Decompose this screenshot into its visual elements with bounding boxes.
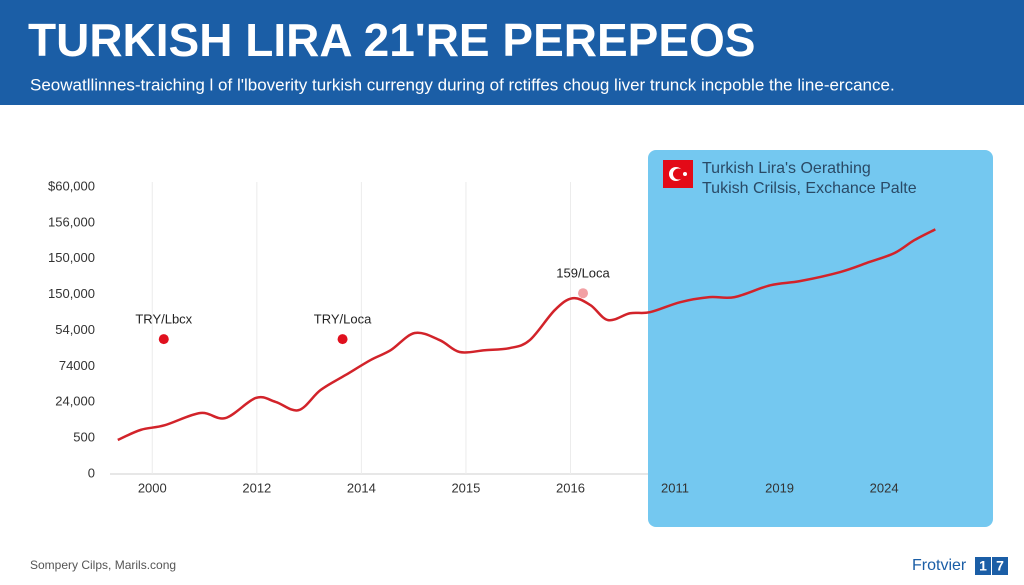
footer-brand: Frotvier xyxy=(912,557,967,574)
flag xyxy=(663,160,693,188)
x-tick-label: 2012 xyxy=(242,480,271,495)
highlight-label: Turkish Lira's Oerathing xyxy=(702,160,871,177)
badge-box xyxy=(975,557,991,575)
badge-digit: 1 xyxy=(979,558,987,574)
flag-crescent-cut xyxy=(673,168,684,180)
y-tick-label: 54,000 xyxy=(55,322,95,337)
x-tick-label: 2000 xyxy=(138,480,167,495)
y-tick-label: 150,000 xyxy=(48,286,95,301)
chart-subtitle: Seowatllinnes-traiching l of l'lboverity… xyxy=(30,75,895,94)
header-band xyxy=(0,0,1024,105)
x-tick-label: 2011 xyxy=(661,480,689,495)
chart-title: TURKISH LIRA 21'RE PEREPEOS xyxy=(28,14,756,66)
badge-digit: 7 xyxy=(996,558,1004,574)
flag-star xyxy=(683,172,687,176)
badge-box xyxy=(992,557,1008,575)
annotation-dot xyxy=(578,288,589,299)
annotation-label: TRY/Loca xyxy=(314,312,372,327)
y-tick-label: 24,000 xyxy=(55,394,95,409)
annotation-label: 159/Loca xyxy=(556,266,610,281)
y-tick-label: 0 xyxy=(88,465,95,480)
highlight-box xyxy=(648,150,993,527)
y-tick-label: 500 xyxy=(73,430,95,445)
annotation-dot xyxy=(337,334,348,345)
x-tick-label: 2015 xyxy=(451,480,480,495)
highlight-label: Tukish Crilsis, Exchance Palte xyxy=(702,180,917,197)
x-tick-label: 2019 xyxy=(765,480,794,495)
y-tick-label: 150,000 xyxy=(48,250,95,265)
x-tick-label: 2014 xyxy=(347,480,376,495)
y-tick-label: 74000 xyxy=(59,358,95,373)
footer-source: Sompery Cilps, Marils.cong xyxy=(30,558,176,572)
line-series xyxy=(117,228,936,442)
y-tick-label: $60,000 xyxy=(48,178,95,193)
annotation-label: TRY/Lbcx xyxy=(135,312,192,327)
annotation-dot xyxy=(158,334,169,345)
y-tick-label: 156,000 xyxy=(48,214,95,229)
x-tick-label: 2024 xyxy=(870,480,899,495)
x-tick-label: 2016 xyxy=(556,480,585,495)
